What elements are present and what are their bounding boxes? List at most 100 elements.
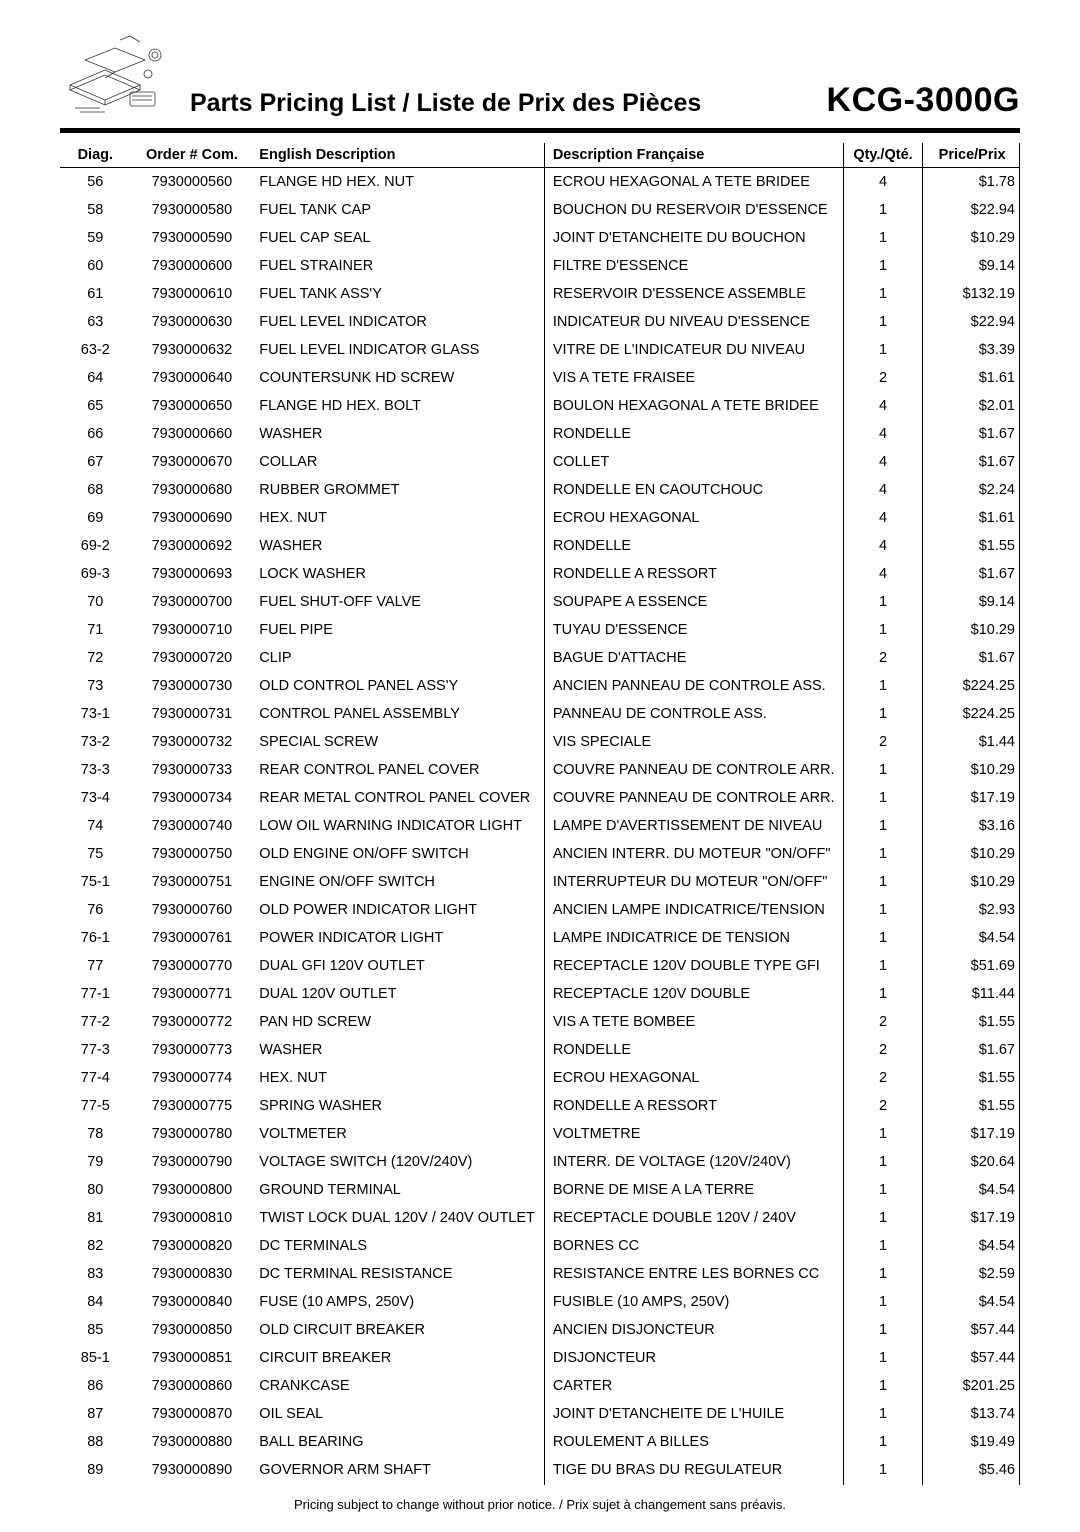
table-row: 857930000850OLD CIRCUIT BREAKERANCIEN DI… xyxy=(60,1317,1020,1345)
table-row: 757930000750OLD ENGINE ON/OFF SWITCHANCI… xyxy=(60,840,1020,868)
cell-fr: ECROU HEXAGONAL A TETE BRIDEE xyxy=(544,168,843,197)
cell-fr: RONDELLE xyxy=(544,1036,843,1064)
cell-qty: 4 xyxy=(843,448,922,476)
table-row: 767930000760OLD POWER INDICATOR LIGHTANC… xyxy=(60,896,1020,924)
cell-diag: 60 xyxy=(60,252,131,280)
cell-en: WASHER xyxy=(253,420,544,448)
cell-price: $132.19 xyxy=(923,280,1020,308)
cell-en: DC TERMINALS xyxy=(253,1233,544,1261)
cell-diag: 73-2 xyxy=(60,728,131,756)
table-row: 75-17930000751ENGINE ON/OFF SWITCHINTERR… xyxy=(60,868,1020,896)
model-number: KCG-3000G xyxy=(827,81,1020,120)
cell-price: $57.44 xyxy=(923,1317,1020,1345)
cell-fr: FILTRE D'ESSENCE xyxy=(544,252,843,280)
cell-qty: 1 xyxy=(843,252,922,280)
table-row: 787930000780VOLTMETERVOLTMETRE1$17.19 xyxy=(60,1121,1020,1149)
cell-fr: RECEPTACLE DOUBLE 120V / 240V xyxy=(544,1205,843,1233)
cell-order: 7930000890 xyxy=(131,1457,254,1485)
cell-qty: 1 xyxy=(843,1373,922,1401)
col-diag: Diag. xyxy=(60,143,131,168)
cell-diag: 77-3 xyxy=(60,1036,131,1064)
cell-order: 7930000790 xyxy=(131,1149,254,1177)
cell-en: GROUND TERMINAL xyxy=(253,1177,544,1205)
cell-diag: 87 xyxy=(60,1401,131,1429)
cell-diag: 63 xyxy=(60,308,131,336)
cell-order: 7930000830 xyxy=(131,1261,254,1289)
page-container: Parts Pricing List / Liste de Prix des P… xyxy=(0,0,1080,1532)
cell-en: FUSE (10 AMPS, 250V) xyxy=(253,1289,544,1317)
cell-fr: RESISTANCE ENTRE LES BORNES CC xyxy=(544,1261,843,1289)
cell-price: $13.74 xyxy=(923,1401,1020,1429)
cell-price: $2.59 xyxy=(923,1261,1020,1289)
table-row: 877930000870OIL SEALJOINT D'ETANCHEITE D… xyxy=(60,1401,1020,1429)
cell-qty: 1 xyxy=(843,280,922,308)
cell-order: 7930000761 xyxy=(131,924,254,952)
cell-fr: RONDELLE A RESSORT xyxy=(544,1093,843,1121)
cell-order: 7930000580 xyxy=(131,196,254,224)
cell-order: 7930000880 xyxy=(131,1429,254,1457)
cell-order: 7930000630 xyxy=(131,308,254,336)
table-row: 717930000710FUEL PIPETUYAU D'ESSENCE1$10… xyxy=(60,616,1020,644)
cell-en: LOW OIL WARNING INDICATOR LIGHT xyxy=(253,812,544,840)
table-row: 587930000580FUEL TANK CAPBOUCHON DU RESE… xyxy=(60,196,1020,224)
cell-en: FUEL CAP SEAL xyxy=(253,224,544,252)
cell-en: FUEL STRAINER xyxy=(253,252,544,280)
table-row: 567930000560FLANGE HD HEX. NUTECROU HEXA… xyxy=(60,168,1020,197)
table-row: 77-57930000775SPRING WASHERRONDELLE A RE… xyxy=(60,1093,1020,1121)
cell-price: $10.29 xyxy=(923,756,1020,784)
cell-en: RUBBER GROMMET xyxy=(253,476,544,504)
table-row: 69-37930000693LOCK WASHERRONDELLE A RESS… xyxy=(60,560,1020,588)
cell-order: 7930000851 xyxy=(131,1345,254,1373)
cell-qty: 1 xyxy=(843,896,922,924)
cell-price: $9.14 xyxy=(923,588,1020,616)
cell-en: GOVERNOR ARM SHAFT xyxy=(253,1457,544,1485)
cell-diag: 63-2 xyxy=(60,336,131,364)
cell-order: 7930000850 xyxy=(131,1317,254,1345)
table-row: 667930000660WASHERRONDELLE4$1.67 xyxy=(60,420,1020,448)
cell-order: 7930000632 xyxy=(131,336,254,364)
cell-diag: 83 xyxy=(60,1261,131,1289)
cell-fr: RONDELLE A RESSORT xyxy=(544,560,843,588)
table-row: 637930000630FUEL LEVEL INDICATORINDICATE… xyxy=(60,308,1020,336)
cell-price: $1.44 xyxy=(923,728,1020,756)
parts-table: Diag. Order # Com. English Description D… xyxy=(60,143,1020,1485)
cell-en: CONTROL PANEL ASSEMBLY xyxy=(253,700,544,728)
cell-qty: 4 xyxy=(843,392,922,420)
col-qty: Qty./Qté. xyxy=(843,143,922,168)
cell-en: LOCK WASHER xyxy=(253,560,544,588)
cell-order: 7930000840 xyxy=(131,1289,254,1317)
table-row: 707930000700FUEL SHUT-OFF VALVESOUPAPE A… xyxy=(60,588,1020,616)
cell-qty: 2 xyxy=(843,1065,922,1093)
cell-diag: 65 xyxy=(60,392,131,420)
table-row: 697930000690HEX. NUTECROU HEXAGONAL4$1.6… xyxy=(60,504,1020,532)
cell-order: 7930000590 xyxy=(131,224,254,252)
cell-order: 7930000700 xyxy=(131,588,254,616)
cell-price: $2.24 xyxy=(923,476,1020,504)
cell-qty: 1 xyxy=(843,336,922,364)
col-order: Order # Com. xyxy=(131,143,254,168)
cell-diag: 67 xyxy=(60,448,131,476)
cell-price: $17.19 xyxy=(923,1205,1020,1233)
cell-diag: 82 xyxy=(60,1233,131,1261)
table-row: 617930000610FUEL TANK ASS'YRESERVOIR D'E… xyxy=(60,280,1020,308)
table-row: 807930000800GROUND TERMINALBORNE DE MISE… xyxy=(60,1177,1020,1205)
cell-en: DUAL GFI 120V OUTLET xyxy=(253,952,544,980)
cell-en: DC TERMINAL RESISTANCE xyxy=(253,1261,544,1289)
cell-diag: 56 xyxy=(60,168,131,197)
cell-qty: 2 xyxy=(843,644,922,672)
cell-en: SPECIAL SCREW xyxy=(253,728,544,756)
cell-order: 7930000740 xyxy=(131,812,254,840)
cell-diag: 73-4 xyxy=(60,784,131,812)
table-row: 597930000590FUEL CAP SEALJOINT D'ETANCHE… xyxy=(60,224,1020,252)
cell-diag: 76 xyxy=(60,896,131,924)
cell-fr: BAGUE D'ATTACHE xyxy=(544,644,843,672)
cell-en: CIRCUIT BREAKER xyxy=(253,1345,544,1373)
cell-fr: RESERVOIR D'ESSENCE ASSEMBLE xyxy=(544,280,843,308)
cell-en: CLIP xyxy=(253,644,544,672)
cell-qty: 1 xyxy=(843,1177,922,1205)
cell-qty: 2 xyxy=(843,364,922,392)
table-row: 657930000650FLANGE HD HEX. BOLTBOULON HE… xyxy=(60,392,1020,420)
cell-fr: PANNEAU DE CONTROLE ASS. xyxy=(544,700,843,728)
cell-en: VOLTAGE SWITCH (120V/240V) xyxy=(253,1149,544,1177)
cell-price: $51.69 xyxy=(923,952,1020,980)
